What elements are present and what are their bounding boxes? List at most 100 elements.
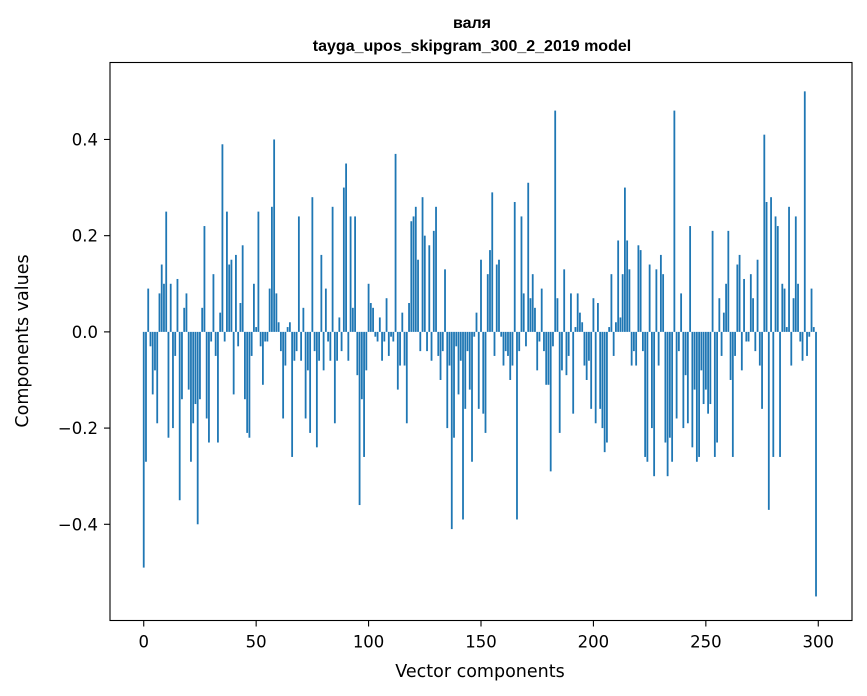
bar-18 [183, 307, 186, 332]
bar-84 [331, 206, 334, 332]
bar-287 [788, 206, 790, 332]
bar-12 [169, 283, 172, 332]
bar-280 [772, 331, 775, 457]
bar-49 [253, 283, 255, 332]
bar-198 [588, 331, 590, 361]
bar-225 [648, 264, 651, 332]
bar-168 [520, 216, 523, 332]
bar-56 [268, 288, 271, 332]
bar-271 [752, 298, 754, 332]
bar-71 [302, 307, 305, 332]
bar-65 [288, 322, 291, 332]
bar-13 [172, 331, 174, 429]
bar-44 [241, 245, 244, 332]
bar-110 [390, 331, 392, 337]
bar-180 [547, 331, 550, 385]
bar-132 [439, 331, 442, 380]
bar-14 [174, 331, 177, 356]
bar-241 [684, 331, 687, 376]
bar-284 [781, 283, 784, 332]
bar-246 [695, 331, 698, 462]
bar-167 [518, 331, 521, 352]
bar-0 [142, 331, 145, 568]
bar-128 [430, 331, 433, 361]
bar-296 [808, 331, 811, 337]
bar-38 [228, 264, 231, 332]
bar-121 [414, 206, 417, 332]
bar-59 [275, 293, 278, 332]
bar-47 [248, 331, 251, 438]
bar-16 [178, 331, 181, 501]
bar-3 [149, 331, 152, 347]
bar-275 [761, 331, 763, 409]
bar-96 [358, 331, 361, 506]
bar-150 [480, 259, 482, 332]
y-tick-label-3: 0.2 [72, 227, 98, 246]
bar-89 [342, 187, 345, 332]
bar-188 [565, 331, 568, 376]
bar-137 [450, 331, 453, 530]
bar-117 [405, 331, 408, 424]
bar-297 [810, 288, 813, 332]
bar-177 [540, 288, 543, 332]
bar-224 [646, 331, 649, 462]
bar-191 [572, 331, 575, 414]
bar-135 [446, 331, 449, 429]
bar-192 [574, 327, 577, 332]
bar-72 [304, 331, 307, 419]
bar-5 [154, 331, 156, 371]
bar-42 [237, 331, 240, 347]
bar-46 [246, 331, 249, 433]
bar-194 [579, 312, 581, 332]
bar-129 [432, 230, 435, 332]
bar-52 [259, 331, 262, 347]
bar-262 [731, 331, 734, 457]
bar-125 [423, 235, 426, 332]
bar-163 [509, 331, 512, 380]
bar-289 [792, 298, 795, 332]
x-tick-label-200: 200 [578, 633, 610, 652]
chart-subtitle: tayga_upos_skipgram_300_2_2019 model [313, 38, 631, 55]
bar-206 [606, 331, 608, 443]
bar-214 [624, 187, 626, 332]
bar-33 [217, 331, 219, 443]
bar-30 [210, 331, 213, 342]
bar-1 [145, 331, 147, 462]
bar-152 [484, 331, 487, 433]
bar-205 [603, 331, 606, 453]
bar-95 [356, 331, 359, 376]
bar-109 [387, 331, 390, 356]
bar-200 [592, 298, 595, 332]
bar-219 [635, 331, 638, 366]
bar-254 [713, 331, 716, 457]
bar-273 [756, 259, 759, 332]
bar-25 [199, 331, 201, 400]
bar-15 [176, 278, 179, 332]
x-tick-label-50: 50 [246, 633, 267, 652]
bar-234 [668, 331, 671, 438]
bar-299 [815, 331, 817, 597]
bar-120 [412, 216, 415, 332]
bar-207 [608, 327, 611, 332]
bar-21 [190, 331, 192, 462]
bar-154 [489, 250, 491, 332]
bar-119 [410, 221, 413, 332]
bar-170 [525, 331, 527, 347]
bar-54 [264, 331, 267, 342]
bar-269 [747, 331, 750, 342]
bar-160 [502, 331, 505, 366]
bar-93 [351, 307, 354, 332]
bar-104 [376, 331, 379, 342]
bar-41 [235, 254, 237, 332]
bar-58 [273, 139, 276, 332]
bar-107 [383, 331, 386, 342]
bar-174 [534, 307, 536, 332]
bar-197 [585, 331, 588, 380]
bar-131 [437, 331, 440, 356]
bar-202 [597, 303, 599, 332]
bar-40 [232, 331, 235, 395]
bar-88 [340, 331, 343, 352]
bar-230 [659, 254, 662, 332]
bar-43 [239, 303, 242, 332]
bar-82 [327, 331, 329, 342]
